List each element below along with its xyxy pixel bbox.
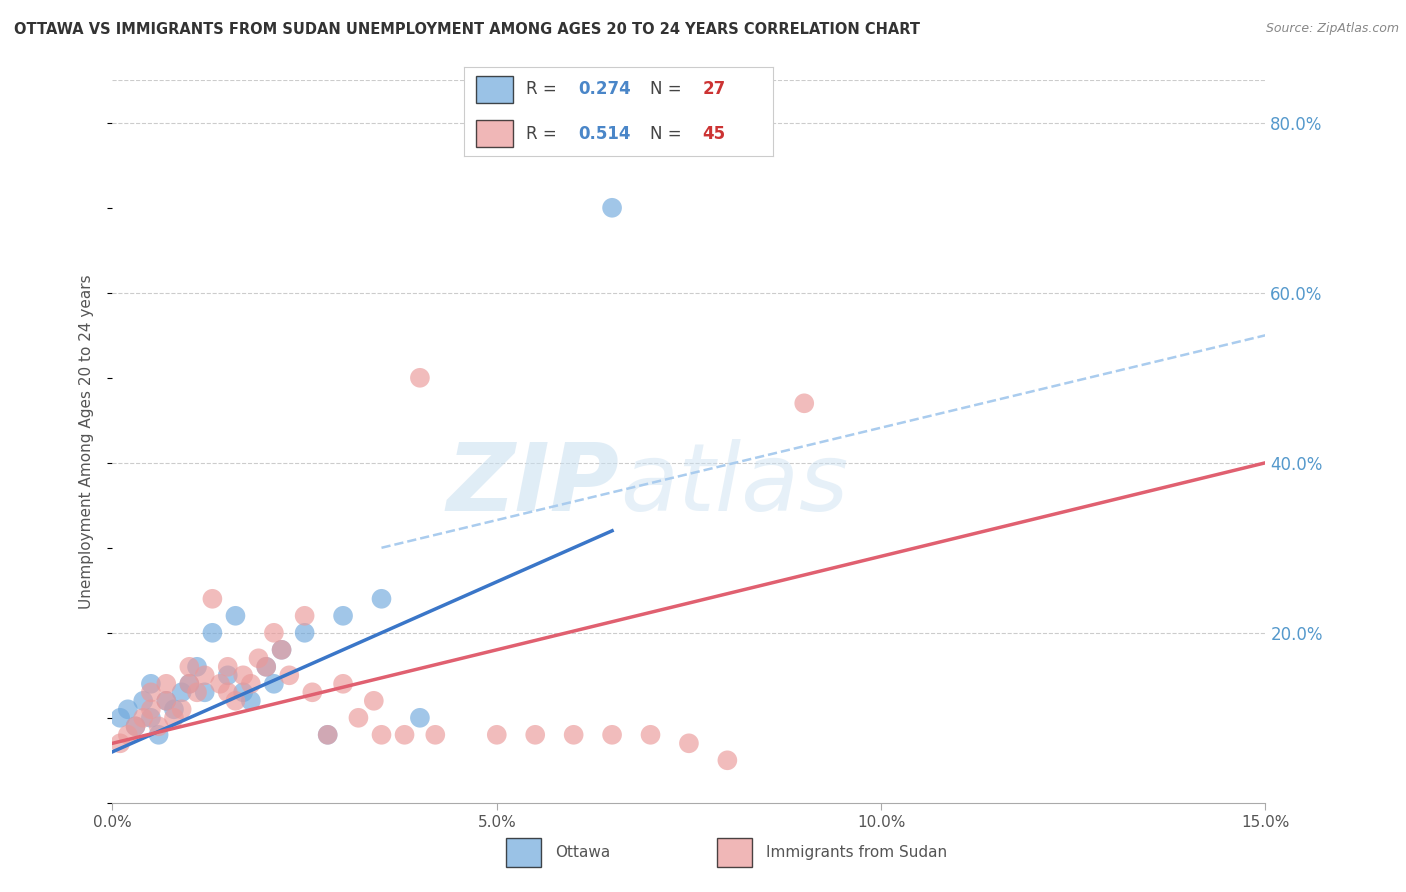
Point [132, 711, 155, 725]
Point [179, 677, 201, 691]
FancyBboxPatch shape [477, 120, 513, 147]
Point [139, 702, 162, 716]
Point [370, 728, 392, 742]
Point [217, 685, 239, 699]
Point [163, 702, 186, 716]
Point [678, 736, 700, 750]
Text: 27: 27 [702, 80, 725, 98]
Text: N =: N = [650, 125, 686, 143]
Point [301, 685, 323, 699]
Point [201, 591, 224, 606]
Point [232, 685, 254, 699]
Point [524, 728, 547, 742]
Point [270, 642, 292, 657]
Text: 45: 45 [702, 125, 725, 143]
Point [600, 201, 623, 215]
Point [247, 651, 270, 665]
Point [194, 668, 217, 682]
Point [148, 719, 170, 733]
Text: N =: N = [650, 80, 686, 98]
Point [232, 668, 254, 682]
Point [332, 608, 354, 623]
Point [294, 625, 316, 640]
Point [370, 591, 392, 606]
Text: 0.274: 0.274 [578, 80, 631, 98]
Point [124, 719, 146, 733]
Point [186, 685, 208, 699]
FancyBboxPatch shape [717, 838, 752, 867]
Point [179, 677, 201, 691]
Point [294, 608, 316, 623]
Point [132, 694, 155, 708]
Point [485, 728, 508, 742]
Point [186, 660, 208, 674]
Point [217, 668, 239, 682]
Point [716, 753, 738, 767]
Text: ZIP: ZIP [447, 439, 620, 531]
Point [139, 685, 162, 699]
Point [163, 711, 186, 725]
Point [332, 677, 354, 691]
Point [394, 728, 416, 742]
Point [347, 711, 370, 725]
Point [316, 728, 339, 742]
Point [278, 668, 301, 682]
Point [217, 660, 239, 674]
Point [270, 642, 292, 657]
Point [124, 719, 146, 733]
Point [316, 728, 339, 742]
Point [224, 694, 246, 708]
Point [148, 728, 170, 742]
Text: atlas: atlas [620, 440, 848, 531]
Point [239, 677, 262, 691]
Point [117, 702, 139, 716]
Text: Immigrants from Sudan: Immigrants from Sudan [766, 846, 948, 860]
Point [155, 694, 177, 708]
Text: Ottawa: Ottawa [555, 846, 610, 860]
Point [170, 702, 193, 716]
Point [139, 711, 162, 725]
Text: Source: ZipAtlas.com: Source: ZipAtlas.com [1265, 22, 1399, 36]
Point [155, 677, 177, 691]
Text: OTTAWA VS IMMIGRANTS FROM SUDAN UNEMPLOYMENT AMONG AGES 20 TO 24 YEARS CORRELATI: OTTAWA VS IMMIGRANTS FROM SUDAN UNEMPLOY… [14, 22, 920, 37]
Point [179, 660, 201, 674]
Point [209, 677, 232, 691]
Point [201, 625, 224, 640]
Point [640, 728, 662, 742]
Point [194, 685, 217, 699]
Point [425, 728, 447, 742]
Text: 0.514: 0.514 [578, 125, 631, 143]
Point [409, 711, 432, 725]
Point [170, 685, 193, 699]
Y-axis label: Unemployment Among Ages 20 to 24 years: Unemployment Among Ages 20 to 24 years [79, 274, 94, 609]
Text: R =: R = [526, 80, 562, 98]
Point [117, 728, 139, 742]
Point [108, 711, 131, 725]
Point [155, 694, 177, 708]
FancyBboxPatch shape [477, 76, 513, 103]
Point [139, 677, 162, 691]
Point [239, 694, 262, 708]
Text: R =: R = [526, 125, 562, 143]
Point [263, 625, 285, 640]
Point [409, 371, 432, 385]
Point [363, 694, 385, 708]
FancyBboxPatch shape [506, 838, 541, 867]
Point [108, 736, 131, 750]
Point [600, 728, 623, 742]
Point [263, 677, 285, 691]
Point [793, 396, 815, 410]
Point [562, 728, 585, 742]
Point [254, 660, 277, 674]
Point [224, 608, 246, 623]
Point [254, 660, 277, 674]
